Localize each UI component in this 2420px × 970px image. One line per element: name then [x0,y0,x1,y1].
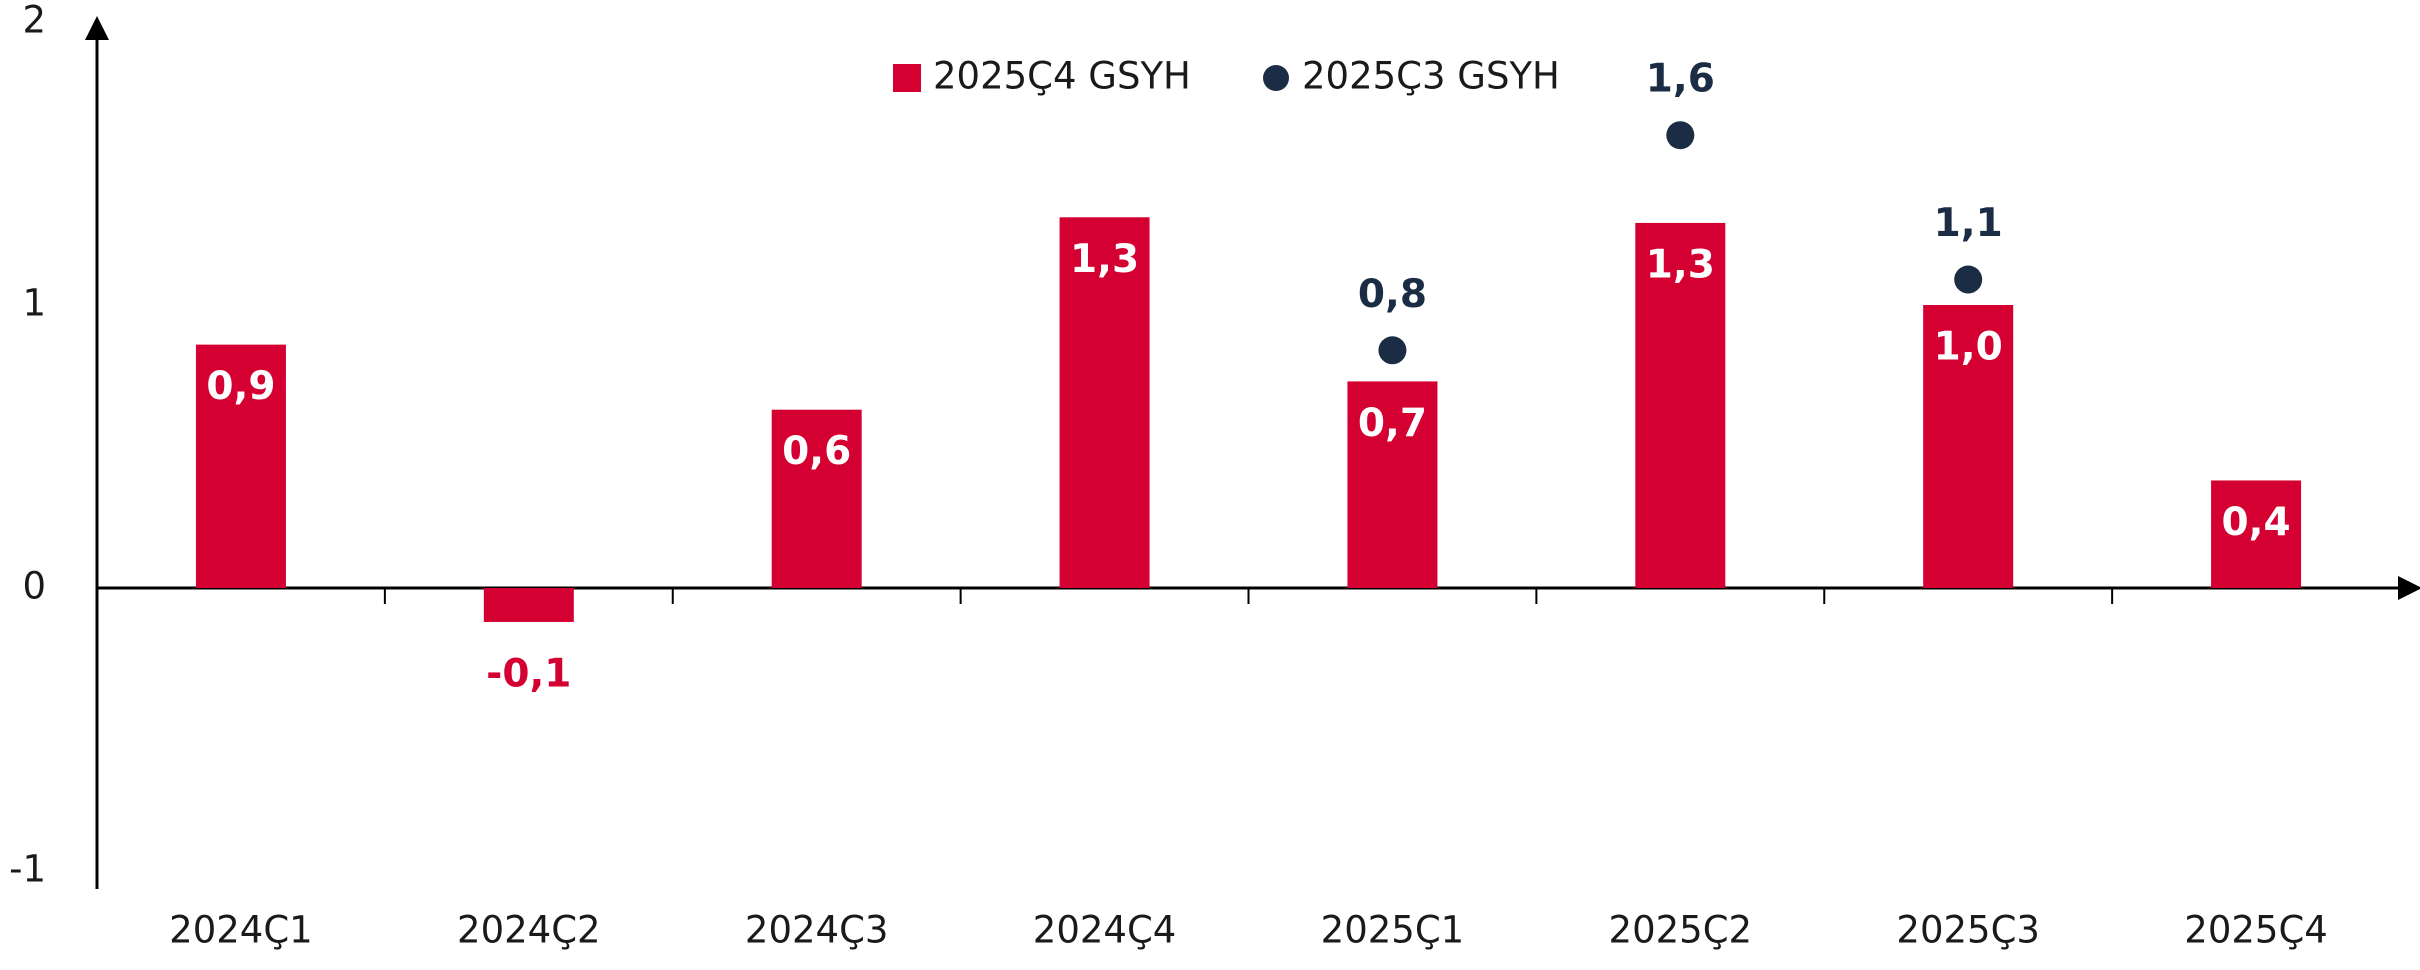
value-label: 0,8 [1358,272,1427,317]
value-label: -0,1 [486,651,571,696]
bar [771,409,862,588]
plot: -1 0 1 2 2024Ç1 2024Ç2 2024Ç3 2024Ç4 2025Ç1 2025Ç… [9,0,2420,952]
x-tick-label: 2024Ç4 [1033,909,1177,952]
dot [1954,265,1983,294]
y-tick-label: -1 [9,848,46,891]
x-tick-label: 2025Ç4 [2184,909,2328,952]
value-label: 1,6 [1646,57,1715,102]
legend-label: 2025Ç4 GSYH [933,55,1191,98]
value-label: 0,4 [2222,500,2291,545]
value-label: 1,3 [1646,242,1715,287]
value-label: 0,6 [782,429,851,474]
x-tick-label: 2025Ç2 [1609,909,1753,952]
bar [1635,222,1726,588]
y-tick-label: 1 [22,282,46,325]
bar [195,344,286,588]
x-tick-label: 2025Ç3 [1896,909,2040,952]
y-tick-label: 2 [22,0,46,42]
value-label: 1,0 [1934,325,2003,370]
dot [1378,336,1407,365]
bar [1923,305,2014,588]
bar [1347,381,1438,588]
value-label: 1,1 [1934,201,2003,246]
bar [2211,480,2302,588]
legend-label: 2025Ç3 GSYH [1302,55,1560,98]
value-label: 1,3 [1070,237,1139,282]
bar [483,588,574,622]
dot [1666,121,1695,150]
legend-swatch [893,64,921,92]
x-tick-label: 2025Ç1 [1321,909,1465,952]
bar [1059,217,1150,588]
value-label: 0,7 [1358,401,1427,446]
y-tick-label: 0 [22,565,46,608]
value-label: 0,9 [206,364,275,409]
legend-swatch [1263,65,1289,91]
x-tick-label: 2024Ç2 [457,909,601,952]
x-tick-label: 2024Ç1 [169,909,313,952]
x-tick-label: 2024Ç3 [745,909,889,952]
